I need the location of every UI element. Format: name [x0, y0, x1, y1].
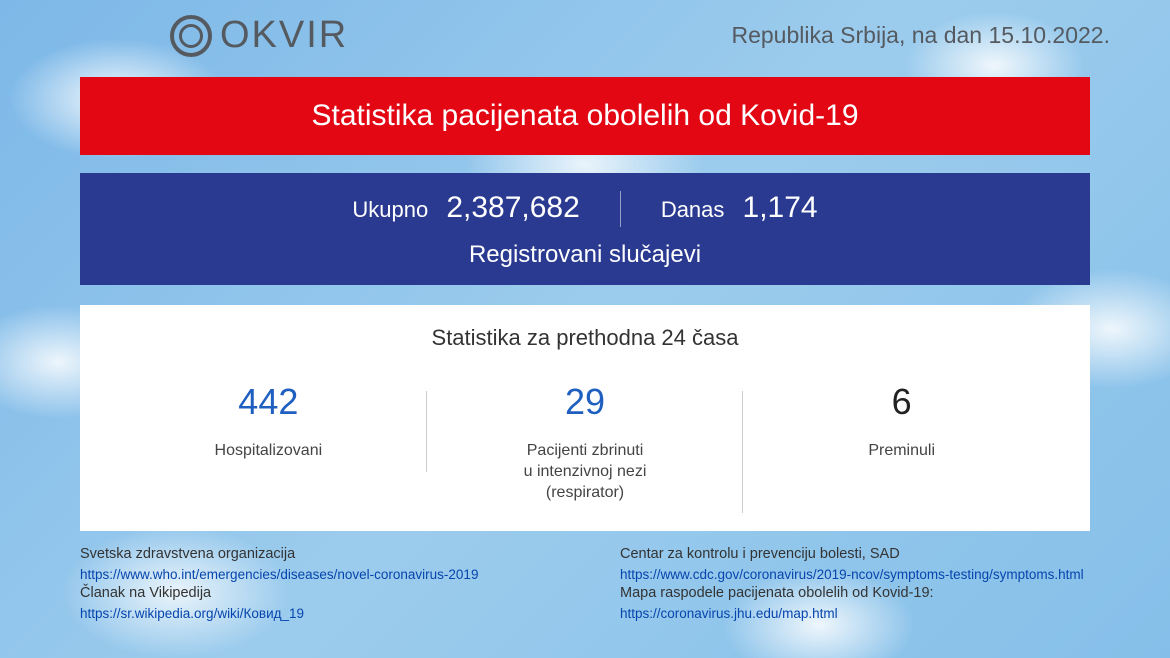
content-wrapper: OKVIR Republika Srbija, na dan 15.10.202… — [0, 0, 1170, 623]
who-link[interactable]: https://www.who.int/emergencies/diseases… — [80, 567, 478, 582]
stat-value: 6 — [743, 381, 1060, 423]
wiki-link[interactable]: https://sr.wikipedia.org/wiki/Ковид_19 — [80, 606, 304, 621]
cdc-title: Centar za kontrolu i prevenciju bolesti,… — [620, 545, 1110, 565]
summary-row: Ukupno 2,387,682 Danas 1,174 — [90, 191, 1080, 227]
stat-label: Pacijenti zbrinutiu intenzivnoj nezi(res… — [427, 441, 744, 503]
footer-sources: Svetska zdravstvena organizacija https:/… — [0, 531, 1170, 623]
today-group: Danas 1,174 — [661, 191, 818, 225]
today-value: 1,174 — [743, 191, 818, 224]
cdc-link[interactable]: https://www.cdc.gov/coronavirus/2019-nco… — [620, 567, 1084, 582]
stat-value: 442 — [110, 381, 427, 423]
stats-panel-title: Statistika za prethodna 24 časa — [110, 325, 1060, 351]
stat-label: Preminuli — [743, 441, 1060, 462]
total-group: Ukupno 2,387,682 — [352, 191, 579, 225]
header-country-date: Republika Srbija, na dan 15.10.2022. — [731, 22, 1110, 49]
main-title: Statistika pacijenata obolelih od Kovid-… — [311, 99, 858, 132]
logo-circle-icon — [170, 15, 212, 57]
stats-panel: Statistika za prethodna 24 časa 442 Hosp… — [80, 305, 1090, 531]
stat-icu: 29 Pacijenti zbrinutiu intenzivnoj nezi(… — [427, 381, 744, 503]
header-row: OKVIR Republika Srbija, na dan 15.10.202… — [0, 0, 1170, 65]
stat-label: Hospitalizovani — [110, 441, 427, 462]
footer-left-column: Svetska zdravstvena organizacija https:/… — [80, 545, 570, 623]
jhu-link[interactable]: https://coronavirus.jhu.edu/map.html — [620, 606, 838, 621]
jhu-title: Mapa raspodele pacijenata obolelih od Ko… — [620, 584, 1110, 604]
vertical-divider — [620, 191, 621, 227]
total-label: Ukupno — [352, 197, 428, 222]
logo-text: OKVIR — [220, 14, 348, 57]
red-title-banner: Statistika pacijenata obolelih od Kovid-… — [80, 77, 1090, 155]
footer-right-column: Centar za kontrolu i prevenciju bolesti,… — [570, 545, 1110, 623]
who-title: Svetska zdravstvena organizacija — [80, 545, 570, 565]
wiki-title: Članak na Vikipedija — [80, 584, 570, 604]
summary-subtitle: Registrovani slučajevi — [90, 241, 1080, 269]
stat-hospitalized: 442 Hospitalizovani — [110, 381, 427, 462]
stat-deceased: 6 Preminuli — [743, 381, 1060, 462]
today-label: Danas — [661, 197, 725, 222]
total-value: 2,387,682 — [446, 191, 579, 224]
logo: OKVIR — [170, 14, 348, 57]
stats-row: 442 Hospitalizovani 29 Pacijenti zbrinut… — [110, 381, 1060, 503]
stat-value: 29 — [427, 381, 744, 423]
blue-summary-banner: Ukupno 2,387,682 Danas 1,174 Registrovan… — [80, 173, 1090, 285]
